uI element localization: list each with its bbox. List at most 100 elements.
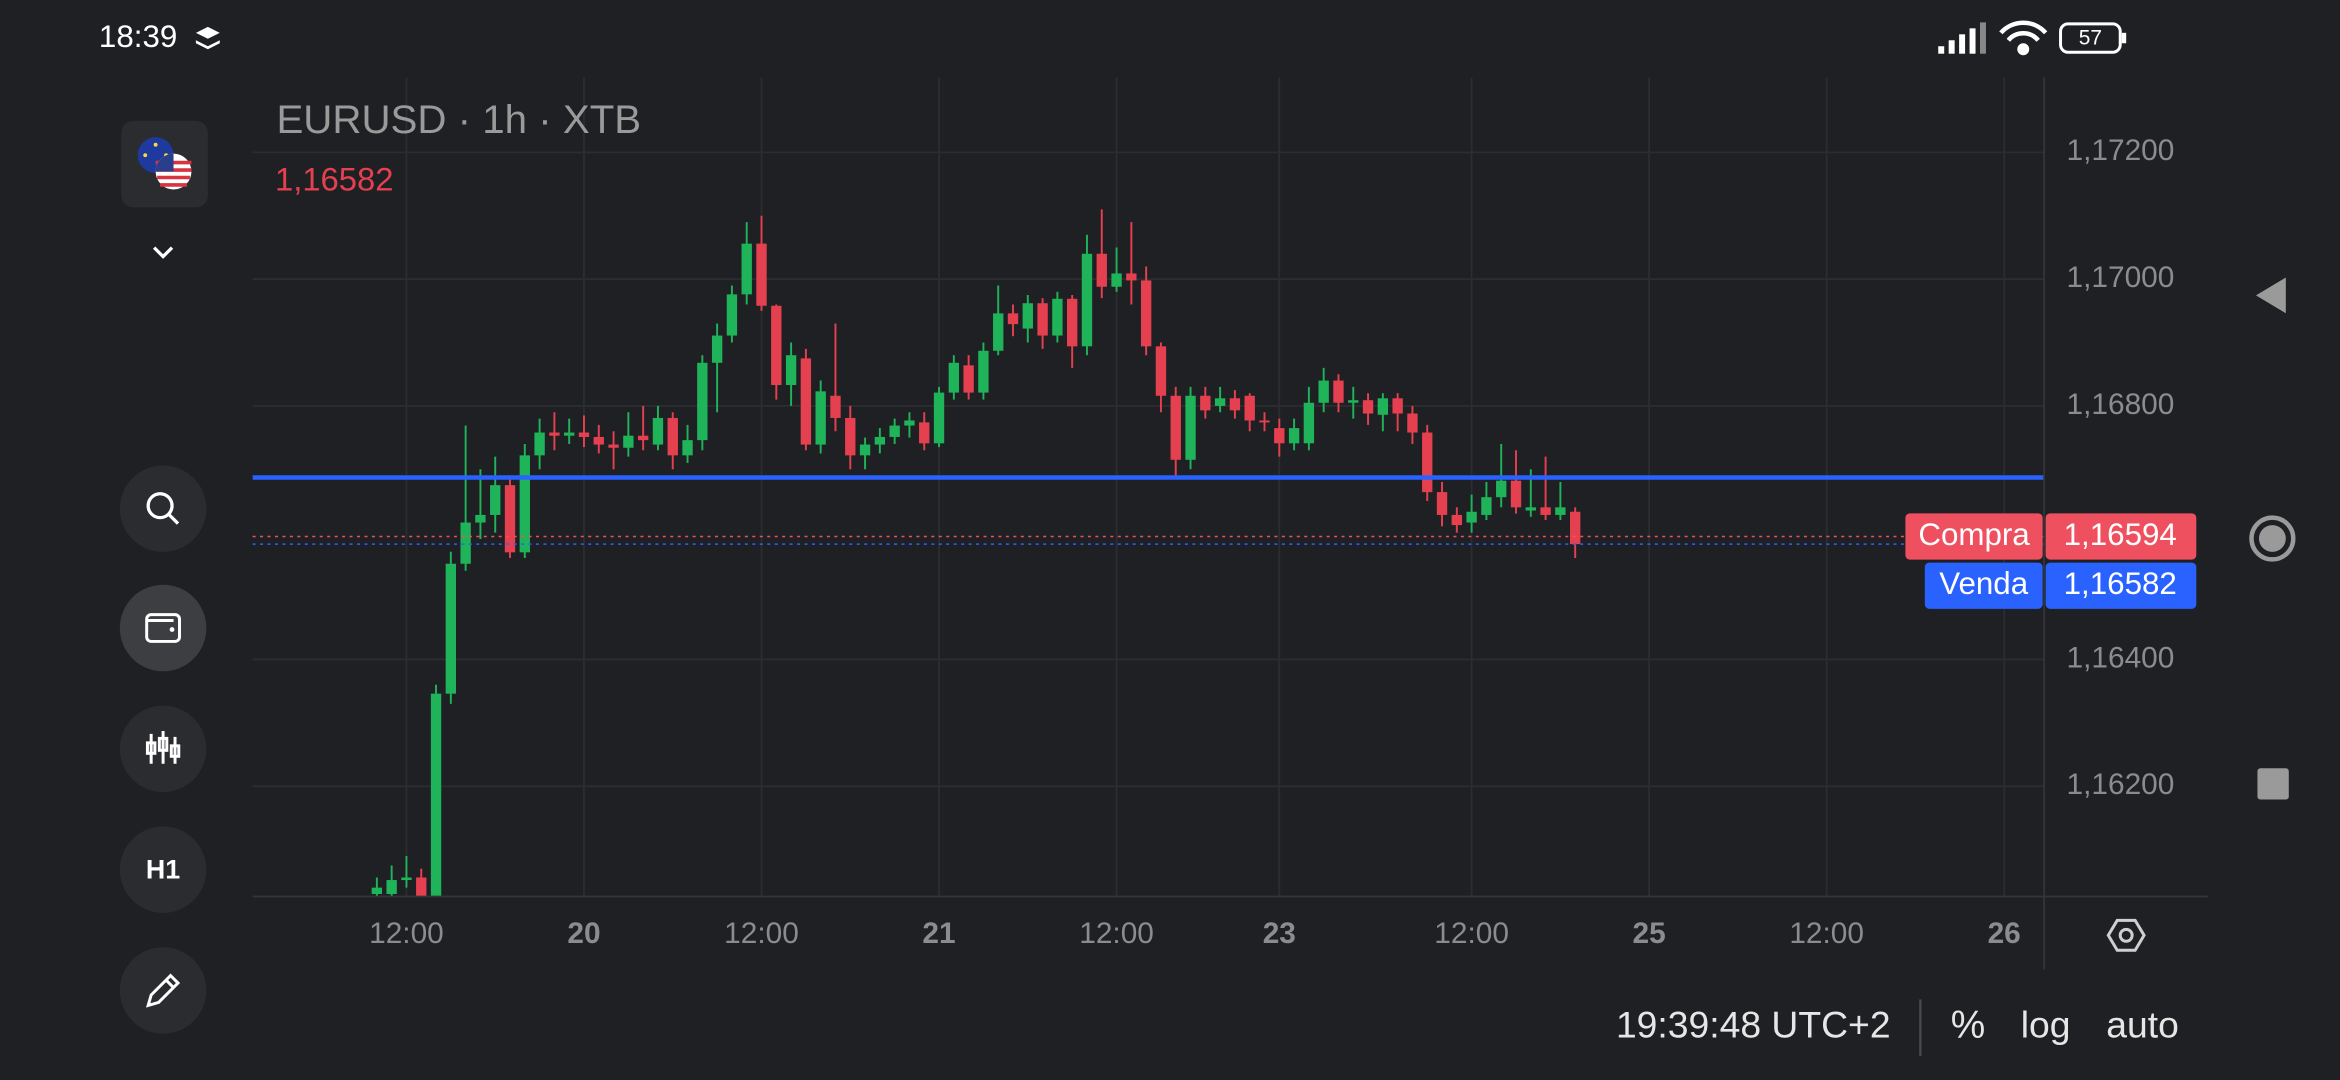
symbol-button[interactable] — [121, 120, 208, 208]
candle-body — [667, 417, 678, 456]
candle-body — [711, 335, 723, 363]
candle-body — [1096, 253, 1107, 287]
percent-toggle[interactable]: % — [1951, 1004, 1985, 1047]
nav-home[interactable] — [2249, 515, 2296, 562]
y-tick-label: 1,17200 — [2067, 134, 2175, 167]
candle-body — [771, 305, 782, 385]
price-tag-value-bg — [2045, 513, 2197, 560]
candle-body — [1510, 480, 1522, 508]
candle-body — [978, 350, 989, 393]
candle-body — [564, 432, 575, 436]
candle-body — [1185, 395, 1196, 460]
candle-body — [652, 417, 664, 445]
candle-body — [874, 436, 886, 445]
x-tick-label: 12:00 — [369, 917, 444, 950]
price-tag-label: Venda — [1939, 566, 2028, 601]
clock: 19:39:48 UTC+2 — [1616, 1004, 1891, 1046]
candle-body — [948, 362, 960, 393]
y-tick-label: 1,16800 — [2067, 388, 2175, 421]
candle-body — [697, 362, 708, 441]
last-price: 1,16582 — [275, 161, 394, 198]
nav-recents[interactable] — [2257, 768, 2289, 800]
candle-body — [549, 432, 560, 436]
candle-body — [963, 365, 974, 393]
candle-body — [756, 243, 767, 306]
candle-body — [682, 440, 693, 456]
wallet-button[interactable] — [119, 584, 207, 672]
candle-body — [1229, 398, 1241, 411]
price-tag-label: Compra — [1918, 517, 2030, 552]
candle-body — [1111, 273, 1122, 287]
search-button[interactable] — [119, 465, 207, 552]
grid — [252, 77, 2045, 897]
candle-body — [1540, 507, 1551, 515]
candle-body — [1569, 511, 1581, 545]
signal-icon — [1938, 22, 1986, 54]
y-tick-label: 1,16400 — [2067, 641, 2175, 674]
candle-body — [993, 313, 1004, 351]
battery-level: 57 — [2079, 26, 2102, 49]
x-tick-label: 12:00 — [1789, 917, 1864, 950]
indicators-button[interactable] — [119, 705, 207, 793]
candle-body — [1422, 432, 1433, 493]
nav-back[interactable] — [2255, 277, 2286, 314]
candle-body — [593, 436, 604, 445]
candle-body — [519, 455, 530, 553]
x-tick-label: 23 — [1263, 917, 1296, 950]
candle-body — [904, 420, 915, 426]
candle-body — [741, 243, 752, 295]
wifi-icon — [1999, 20, 2048, 56]
candle-body — [1214, 398, 1226, 406]
price-tag-label-bg — [1924, 562, 2043, 609]
candle-body — [445, 563, 457, 694]
candle-body — [1525, 507, 1536, 511]
log-toggle[interactable]: log — [2021, 1004, 2071, 1046]
candle-body — [1244, 395, 1255, 421]
candle-body — [475, 514, 486, 523]
candle-body — [1274, 428, 1285, 444]
chart-title: EURUSD · 1h · XTB — [276, 97, 641, 142]
status-layers-icon — [195, 26, 220, 50]
plot-area — [252, 209, 2045, 897]
candle-body — [637, 435, 649, 441]
x-tick-label: 25 — [1633, 917, 1666, 950]
price-tags: Compra 1,16594 Venda 1,16582 — [1905, 513, 2197, 609]
x-tick-label: 20 — [567, 917, 600, 950]
candle-body — [504, 485, 516, 553]
candle-body — [1348, 400, 1359, 403]
candle-body — [1555, 507, 1566, 515]
candle-body — [490, 485, 501, 515]
candle-body — [1481, 497, 1492, 515]
x-tick-label: 21 — [922, 917, 955, 950]
candle-body — [460, 522, 471, 564]
candle-body — [889, 425, 900, 437]
candle-body — [1496, 480, 1507, 498]
candle-body — [386, 880, 397, 894]
candle-body — [933, 392, 945, 444]
candle-body — [1067, 298, 1078, 347]
candle-body — [534, 432, 545, 456]
auto-toggle[interactable]: auto — [2106, 1004, 2179, 1046]
timeframe-button[interactable]: H1 — [119, 826, 207, 913]
price-tag-label-bg — [1905, 513, 2043, 560]
candle-body — [1436, 492, 1448, 515]
candle-body — [919, 422, 930, 444]
expand-chevron[interactable] — [152, 246, 174, 259]
draw-button[interactable] — [119, 947, 207, 1034]
candle-body — [1451, 514, 1463, 526]
candle-body — [1392, 398, 1403, 414]
candle-body — [859, 444, 871, 456]
candle-body — [785, 355, 797, 385]
x-tick-label: 12:00 — [1079, 917, 1154, 950]
candle-body — [1288, 428, 1300, 444]
axes: 1,17200 1,17000 1,16800 1,16400 1,16200 12:00… — [369, 134, 2174, 950]
price-tag-value: 1,16582 — [2064, 566, 2177, 601]
candle-body — [1126, 273, 1137, 281]
chart-settings-button[interactable] — [2106, 918, 2146, 952]
candle-body — [845, 417, 856, 456]
x-tick-label: 12:00 — [724, 917, 799, 950]
candle-body — [1170, 395, 1181, 460]
candle-body — [1155, 346, 1167, 396]
x-tick-label: 12:00 — [1434, 917, 1509, 950]
